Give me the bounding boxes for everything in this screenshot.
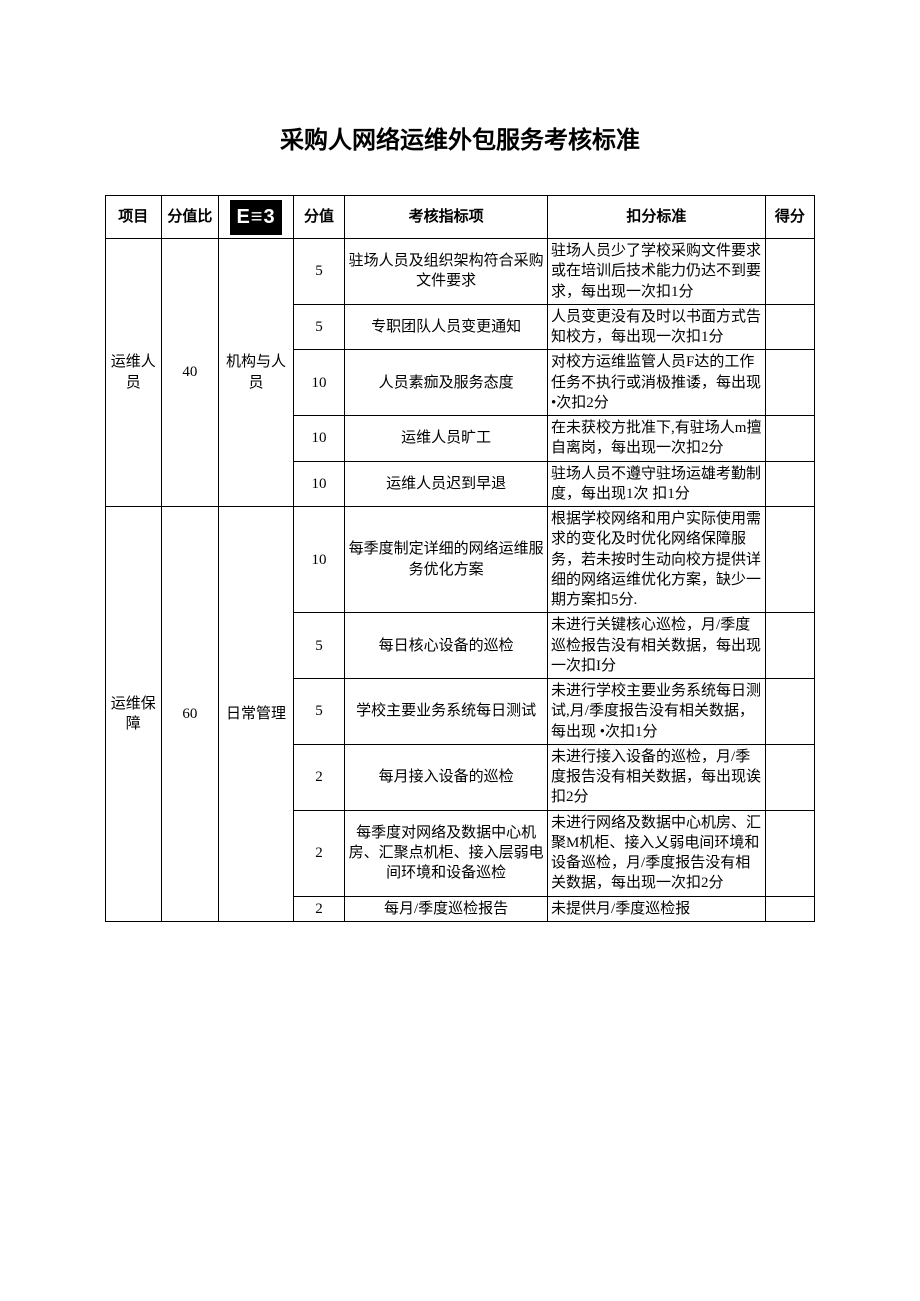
cell-result	[765, 416, 814, 462]
cell-result	[765, 461, 814, 507]
cell-score: 10	[293, 416, 344, 462]
cell-result	[765, 744, 814, 810]
cell-item: 运维人员旷工	[345, 416, 548, 462]
cell-item: 专职团队人员变更通知	[345, 304, 548, 350]
cell-score: 10	[293, 350, 344, 416]
cell-score: 2	[293, 896, 344, 921]
cell-result	[765, 507, 814, 613]
cell-project: 运维人员	[106, 239, 162, 507]
cell-score: 5	[293, 679, 344, 745]
cell-project: 运维保障	[106, 507, 162, 922]
th-result: 得分	[765, 196, 814, 239]
cell-category: 机构与人员	[219, 239, 294, 507]
table-row: 运维保障 60 日常管理 10 每季度制定详细的网络运维服务优化方案 根据学校网…	[106, 507, 815, 613]
cell-result	[765, 896, 814, 921]
cell-item: 驻场人员及组织架构符合采购文件要求	[345, 239, 548, 305]
cell-standard: 驻场人员不遵守驻场运雄考勤制度，每出现1次 扣1分	[548, 461, 766, 507]
cell-item: 运维人员迟到早退	[345, 461, 548, 507]
cell-standard: 未进行网络及数据中心机房、汇聚M机柜、接入乂弱电间环境和设备巡检，月/季度报告没…	[548, 810, 766, 896]
cell-standard: 未提供月/季度巡检报	[548, 896, 766, 921]
cell-item: 学校主要业务系统每日测试	[345, 679, 548, 745]
cell-standard: 根据学校网络和用户实际使用需求的变化及时优化网络保障服务，若未按时生动向校方提供…	[548, 507, 766, 613]
assessment-table: 项目 分值比 E≡3 分值 考核指标项 扣分标准 得分 运维人员 40 机构与人…	[105, 195, 815, 922]
cell-result	[765, 679, 814, 745]
cell-standard: 未进行接入设备的巡检，月/季度报告没有相关数据，每出现诶扣2分	[548, 744, 766, 810]
cell-item: 每月/季度巡检报告	[345, 896, 548, 921]
th-standard: 扣分标准	[548, 196, 766, 239]
table-row: 运维人员 40 机构与人员 5 驻场人员及组织架构符合采购文件要求 驻场人员少了…	[106, 239, 815, 305]
cell-ratio: 40	[161, 239, 219, 507]
cell-score: 10	[293, 507, 344, 613]
cell-result	[765, 239, 814, 305]
page: 采购人网络运维外包服务考核标准 项目 分值比 E≡3 分值 考核指标项 扣分标准…	[0, 0, 920, 1301]
cell-score: 2	[293, 810, 344, 896]
th-category-badge: E≡3	[230, 200, 281, 235]
cell-standard: 未进行关键核心巡检，月/季度巡检报告没有相关数据，每出现一次扣I分	[548, 613, 766, 679]
cell-item: 每季度对网络及数据中心机房、汇聚点机柜、接入层弱电间环境和设备巡检	[345, 810, 548, 896]
cell-standard: 人员变更没有及时以书面方式告知校方，每出现一次扣1分	[548, 304, 766, 350]
cell-standard: 未进行学校主要业务系统每日测试,月/季度报告没有相关数据，每出现 •次扣1分	[548, 679, 766, 745]
cell-result	[765, 304, 814, 350]
cell-result	[765, 810, 814, 896]
cell-result	[765, 350, 814, 416]
cell-standard: 对校方运维监管人员F达的工作任务不执行或消极推诿，每出现•次扣2分	[548, 350, 766, 416]
th-item: 考核指标项	[345, 196, 548, 239]
cell-item: 每季度制定详细的网络运维服务优化方案	[345, 507, 548, 613]
cell-item: 每月接入设备的巡检	[345, 744, 548, 810]
cell-ratio: 60	[161, 507, 219, 922]
cell-category: 日常管理	[219, 507, 294, 922]
cell-score: 5	[293, 239, 344, 305]
cell-item: 人员素痂及服务态度	[345, 350, 548, 416]
cell-standard: 驻场人员少了学校采购文件要求或在培训后技术能力仍达不到要求，每出现一次扣1分	[548, 239, 766, 305]
cell-score: 5	[293, 613, 344, 679]
th-ratio: 分值比	[161, 196, 219, 239]
cell-standard: 在未获校方批准下,有驻场人m擅自离岗，每出现一次扣2分	[548, 416, 766, 462]
th-category: E≡3	[219, 196, 294, 239]
cell-item: 每日核心设备的巡检	[345, 613, 548, 679]
th-project: 项目	[106, 196, 162, 239]
cell-score: 2	[293, 744, 344, 810]
page-title: 采购人网络运维外包服务考核标准	[105, 120, 815, 155]
cell-score: 10	[293, 461, 344, 507]
th-score: 分值	[293, 196, 344, 239]
cell-result	[765, 613, 814, 679]
table-header-row: 项目 分值比 E≡3 分值 考核指标项 扣分标准 得分	[106, 196, 815, 239]
cell-score: 5	[293, 304, 344, 350]
